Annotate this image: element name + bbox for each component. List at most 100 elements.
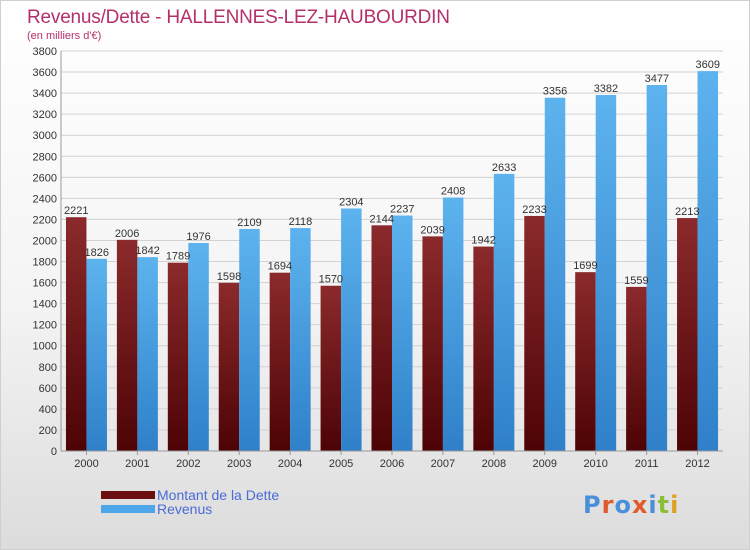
x-tick-label-2011: 2011 [635, 458, 659, 470]
data-label-revenue-2004: 2118 [289, 216, 313, 228]
bar-revenue-2004 [290, 228, 311, 451]
data-labels: 2221 1826 2006 1842 1789 1976 1598 2109 1694 2118… [64, 59, 720, 287]
x-tick-label-2006: 2006 [380, 458, 404, 470]
x-tick-label-2005: 2005 [329, 458, 353, 470]
data-label-debt-2008: 1942 [471, 235, 495, 247]
bar-revenue-2009 [544, 97, 566, 451]
bar-debt-2007 [422, 236, 443, 451]
bar-revenue-2011 [646, 85, 668, 451]
bars [65, 71, 719, 452]
data-label-revenue-2003: 2109 [237, 217, 261, 229]
x-tick-label-2002: 2002 [176, 458, 200, 470]
data-label-debt-2011: 1559 [624, 275, 648, 287]
data-label-revenue-2011: 3477 [645, 73, 669, 85]
bar-revenue-2007 [442, 197, 464, 451]
logo-letter: x [631, 491, 649, 519]
data-label-debt-2002: 1789 [166, 251, 190, 263]
y-tick-label: 1000 [33, 341, 57, 353]
y-tick-label: 3200 [33, 109, 57, 121]
legend-swatch-revenus [101, 505, 155, 513]
data-label-debt-2001: 2006 [115, 228, 139, 240]
bar-debt-2006 [371, 225, 392, 451]
data-label-revenue-2005: 2304 [339, 196, 363, 208]
bar-debt-2005 [320, 285, 342, 451]
legend-item-dette: Montant de la Dette [101, 487, 279, 503]
data-label-debt-2007: 2039 [420, 224, 444, 236]
data-label-debt-2005: 1570 [319, 274, 343, 286]
logo-letter: P [583, 491, 602, 519]
x-tick-label-2007: 2007 [431, 458, 455, 470]
data-label-revenue-2012: 3609 [696, 59, 720, 71]
x-tick-label-2010: 2010 [583, 458, 607, 470]
bar-revenue-2006 [392, 215, 413, 451]
x-tick-label-2000: 2000 [74, 458, 98, 470]
data-label-debt-2009: 2233 [522, 204, 546, 216]
logo-letter: r [601, 491, 615, 519]
y-tick-label: 3400 [33, 88, 57, 100]
chart-title: Revenus/Dette - HALLENNES-LEZ-HAUBOURDIN [27, 7, 450, 28]
data-label-revenue-2000: 1826 [84, 247, 108, 259]
y-tick-label: 1600 [33, 278, 57, 290]
data-label-revenue-2002: 1976 [186, 231, 210, 243]
bar-debt-2001 [116, 239, 138, 451]
y-tick-label: 1200 [33, 320, 57, 332]
logo-letter: i [670, 491, 680, 519]
data-label-debt-2000: 2221 [64, 205, 88, 217]
legend-swatch-dette [101, 491, 155, 499]
bar-debt-2004 [269, 272, 291, 451]
bar-debt-2000 [65, 217, 87, 451]
bar-debt-2003 [218, 282, 240, 451]
bar-revenue-2012 [697, 71, 719, 452]
y-tick-label: 1400 [33, 299, 57, 311]
bar-debt-2011 [626, 286, 647, 451]
bar-revenue-2001 [137, 257, 158, 451]
y-tick-label: 400 [39, 404, 57, 416]
x-tick-label-2012: 2012 [685, 458, 709, 470]
data-label-debt-2012: 2213 [675, 206, 699, 218]
y-tick-label: 600 [39, 383, 57, 395]
x-tick-label-2003: 2003 [227, 458, 251, 470]
legend-label-dette: Montant de la Dette [157, 487, 280, 503]
y-axis: 0 200 400 600 800 1000 1200 1400 1600 1800 2000 220… [33, 46, 62, 458]
bar-revenue-2010 [595, 95, 617, 451]
y-tick-label: 2600 [33, 172, 57, 184]
y-tick-label: 2400 [33, 193, 57, 205]
bar-revenue-2005 [341, 208, 362, 451]
bar-revenue-2002 [188, 243, 209, 451]
logo-letter: t [657, 491, 671, 519]
x-tick-label-2008: 2008 [482, 458, 506, 470]
y-tick-label: 1800 [33, 257, 57, 269]
bar-debt-2008 [473, 246, 494, 451]
data-label-revenue-2009: 3356 [543, 86, 567, 98]
bar-debt-2002 [167, 262, 189, 451]
data-label-debt-2010: 1699 [573, 260, 597, 272]
y-tick-label: 0 [51, 446, 57, 458]
proxiti-logo: Proxiti [583, 491, 679, 519]
bar-debt-2009 [524, 215, 545, 451]
x-axis: 2000 2001 2002 2003 2004 2005 2006 2007 2008 2009… [61, 450, 723, 470]
data-label-revenue-2006: 2237 [390, 204, 414, 216]
data-label-revenue-2008: 2633 [492, 162, 516, 174]
chart-subtitle: (en milliers d'€) [27, 30, 102, 42]
y-tick-label: 2800 [33, 151, 57, 163]
y-tick-label: 200 [39, 425, 57, 437]
legend-item-revenus: Revenus [101, 501, 212, 517]
bar-revenue-2008 [493, 173, 515, 451]
y-tick-label: 2200 [33, 214, 57, 226]
bar-debt-2012 [677, 218, 698, 451]
bar-revenue-2000 [86, 258, 107, 451]
data-label-debt-2003: 1598 [217, 271, 241, 283]
data-label-revenue-2007: 2408 [441, 186, 465, 198]
legend-label-revenus: Revenus [157, 501, 213, 517]
x-tick-label-2004: 2004 [278, 458, 302, 470]
data-label-revenue-2010: 3382 [594, 83, 618, 95]
y-tick-label: 2000 [33, 235, 57, 247]
logo-letter: o [614, 491, 632, 519]
bar-revenue-2003 [239, 229, 260, 451]
y-tick-label: 800 [39, 362, 57, 374]
y-tick-label: 3800 [33, 46, 57, 58]
bar-debt-2010 [575, 272, 596, 451]
data-label-debt-2006: 2144 [370, 213, 394, 225]
